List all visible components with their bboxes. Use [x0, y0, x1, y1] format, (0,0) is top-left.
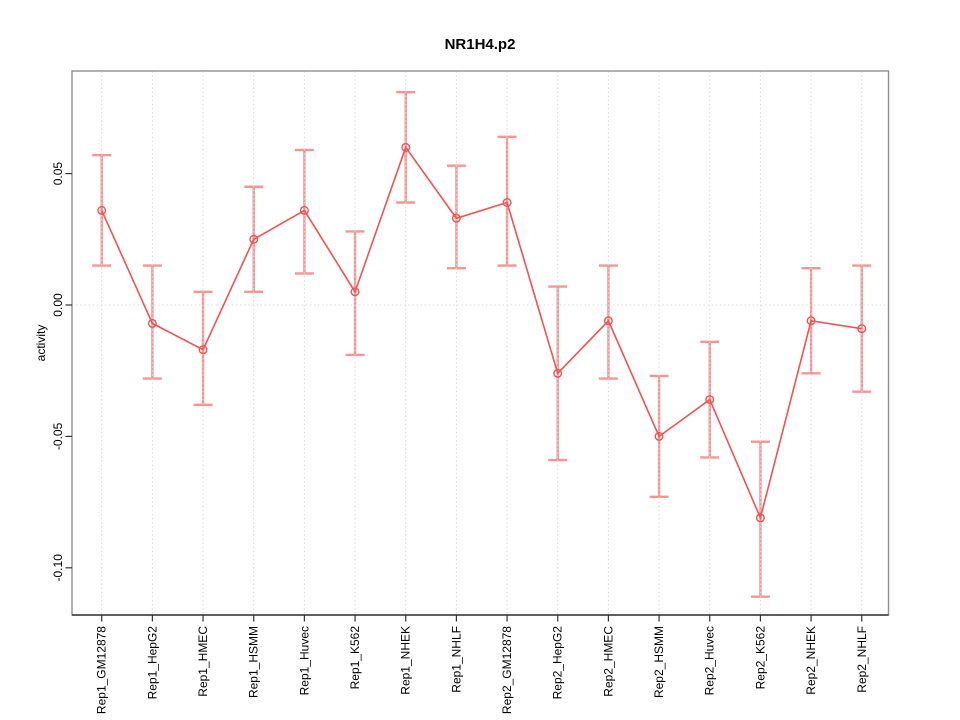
- data-point: [147, 318, 157, 328]
- x-tick-label: Rep2_K562: [753, 626, 767, 690]
- data-point: [451, 213, 461, 223]
- x-tick-label: Rep1_HepG2: [145, 626, 159, 700]
- data-point: [603, 316, 613, 326]
- data-point: [755, 513, 765, 523]
- data-point: [806, 316, 816, 326]
- x-tick-label: Rep1_Huvec: [297, 626, 311, 695]
- x-tick-label: Rep1_HMEC: [196, 626, 210, 697]
- y-tick-label: 0.00: [51, 293, 65, 317]
- y-tick-label: -0.05: [51, 422, 65, 450]
- data-point: [502, 198, 512, 208]
- series-line: [100, 145, 862, 521]
- y-tick-label: -0.10: [51, 554, 65, 582]
- data-point: [401, 142, 411, 152]
- x-tick-label: Rep1_NHEK: [399, 626, 413, 695]
- data-point: [97, 205, 107, 215]
- data-point: [249, 234, 259, 244]
- data-point: [299, 205, 309, 215]
- x-tick-label: Rep2_HSMM: [652, 626, 666, 698]
- x-tick-label: Rep1_NHLF: [449, 626, 463, 693]
- data-point: [350, 287, 360, 297]
- x-tick-label: Rep1_GM12878: [95, 626, 109, 714]
- data-point: [857, 324, 867, 334]
- x-tick-label: Rep1_HSMM: [247, 626, 261, 698]
- x-tick-label: Rep2_GM12878: [500, 626, 514, 714]
- x-tick-label: Rep2_HMEC: [601, 626, 615, 697]
- chart-title: NR1H4.p2: [445, 36, 516, 53]
- data-point: [705, 395, 715, 405]
- y-tick-label: 0.05: [51, 162, 65, 186]
- x-tick-label: Rep2_HepG2: [551, 626, 565, 700]
- data-point: [198, 345, 208, 355]
- data-point: [654, 431, 664, 441]
- plot-area: 0.05 0.00 -0.05 -0.10 Rep1_GM12878 Rep1_HepG2…: [51, 70, 890, 714]
- x-tick-label: Rep2_Huvec: [703, 626, 717, 695]
- x-tick-label: Rep2_NHLF: [855, 626, 869, 693]
- y-axis-label: activity: [34, 325, 48, 362]
- x-tick-label: Rep2_NHEK: [804, 626, 818, 695]
- data-point: [553, 368, 563, 378]
- x-tick-label: Rep1_K562: [348, 626, 362, 690]
